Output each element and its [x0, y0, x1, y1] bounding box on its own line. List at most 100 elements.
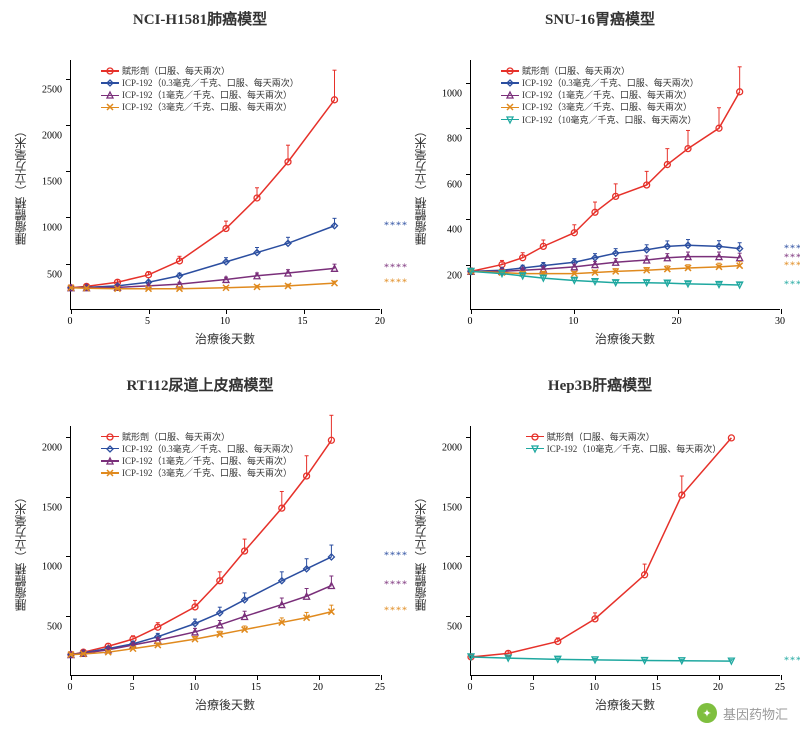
y-axis-label: 腫瘤體積（立方毫米）: [12, 426, 29, 676]
x-tick: 10: [189, 682, 199, 693]
series-line-vehicle: [471, 437, 731, 656]
watermark-text: 基因药物汇: [723, 704, 788, 723]
y-tick: 500: [32, 269, 62, 280]
x-tick: 10: [589, 682, 599, 693]
x-tick: 25: [375, 682, 385, 693]
figure-grid: NCI-H1581肺癌模型051015205001000150020002500…: [0, 0, 800, 731]
legend-label: ICP-192（1毫克／千克、口服、每天兩次）: [122, 89, 292, 101]
legend-label: 賦形劑（口服、每天兩次）: [122, 65, 230, 77]
legend-item-icp_10: ICP-192（10毫克／千克、口服、每天兩次）: [526, 443, 722, 455]
legend-label: ICP-192（1毫克／千克、口服、每天兩次）: [522, 89, 692, 101]
y-tick: 500: [432, 621, 462, 632]
y-axis-label: 腫瘤體積（立方毫米）: [412, 426, 429, 676]
chart-title: Hep3B肝癌模型: [400, 374, 800, 395]
x-tick: 0: [468, 682, 473, 693]
significance-icp_10: ****: [784, 655, 800, 666]
x-tick: 20: [375, 316, 385, 327]
x-tick: 20: [672, 316, 682, 327]
legend-item-icp_03: ICP-192（0.3毫克／千克、口服、每天兩次）: [501, 77, 699, 89]
x-tick: 15: [651, 682, 661, 693]
legend-item-vehicle: 賦形劑（口服、每天兩次）: [101, 65, 299, 77]
x-tick: 5: [145, 316, 150, 327]
x-tick: 0: [68, 316, 73, 327]
y-tick: 800: [432, 134, 462, 145]
significance-icp_3: ****: [784, 260, 800, 271]
legend: 賦形劑（口服、每天兩次）ICP-192（10毫克／千克、口服、每天兩次）: [526, 431, 722, 455]
panel-hep3b: Hep3B肝癌模型 0 5 10 15 20 25 500 1000 1500 2000腫瘤體積（立…: [400, 366, 800, 731]
x-axis-label: 治療後天數: [70, 330, 380, 347]
panel-nci-h1581: NCI-H1581肺癌模型051015205001000150020002500…: [0, 0, 400, 366]
y-tick: 1500: [32, 502, 62, 513]
x-tick: 10: [568, 316, 578, 327]
chart-title: RT112尿道上皮癌模型: [0, 374, 400, 395]
legend-item-icp_3: ICP-192（3毫克／千克、口服、每天兩次）: [101, 101, 299, 113]
legend: 賦形劑（口服、每天兩次）ICP-192（0.3毫克／千克、口服、每天兩次）ICP…: [101, 431, 299, 480]
legend-label: ICP-192（10毫克／千克、口服、每天兩次）: [522, 114, 697, 126]
legend-label: ICP-192（3毫克／千克、口服、每天兩次）: [122, 467, 292, 479]
legend-label: 賦形劑（口服、每天兩次）: [522, 65, 630, 77]
y-tick: 600: [432, 179, 462, 190]
legend-label: ICP-192（0.3毫克／千克、口服、每天兩次）: [122, 77, 299, 89]
x-tick: 30: [775, 316, 785, 327]
series-line-icp_03: [71, 226, 335, 288]
significance-icp_10: ****: [784, 280, 800, 291]
legend: 賦形劑（口服、每天兩次）ICP-192（0.3毫克／千克、口服、每天兩次）ICP…: [101, 65, 299, 114]
series-line-vehicle: [71, 100, 335, 288]
legend-item-vehicle: 賦形劑（口服、每天兩次）: [501, 65, 699, 77]
x-tick: 10: [220, 316, 230, 327]
y-tick: 2500: [32, 84, 62, 95]
y-axis-label: 腫瘤體積（立方毫米）: [412, 60, 429, 310]
y-tick: 2000: [32, 443, 62, 454]
chart-title: SNU-16胃癌模型: [400, 8, 800, 29]
legend-label: ICP-192（10毫克／千克、口服、每天兩次）: [547, 443, 722, 455]
x-tick: 20: [313, 682, 323, 693]
legend-item-icp_03: ICP-192（0.3毫克／千克、口服、每天兩次）: [101, 443, 299, 455]
legend-label: ICP-192（1毫克／千克、口服、每天兩次）: [122, 455, 292, 467]
x-axis-label: 治療後天數: [470, 330, 780, 347]
series-line-icp_03: [71, 556, 331, 654]
x-tick: 5: [530, 682, 535, 693]
chart-svg: [471, 426, 781, 676]
x-axis-label: 治療後天數: [70, 696, 380, 713]
legend-label: 賦形劑（口服、每天兩次）: [547, 431, 655, 443]
legend-label: ICP-192（3毫克／千克、口服、每天兩次）: [522, 101, 692, 113]
x-tick: 25: [775, 682, 785, 693]
legend-item-icp_1: ICP-192（1毫克／千克、口服、每天兩次）: [501, 89, 699, 101]
legend-label: ICP-192（0.3毫克／千克、口服、每天兩次）: [122, 443, 299, 455]
legend-label: ICP-192（0.3毫克／千克、口服、每天兩次）: [522, 77, 699, 89]
y-tick: 1000: [432, 562, 462, 573]
chart-title: NCI-H1581肺癌模型: [0, 8, 400, 29]
legend-item-icp_10: ICP-192（10毫克／千克、口服、每天兩次）: [501, 114, 699, 126]
x-tick: 0: [468, 316, 473, 327]
panel-rt112: RT112尿道上皮癌模型 0 5 10 15 20 25 500 1000 1500 2000腫瘤體…: [0, 366, 400, 731]
wechat-icon: ✦: [697, 703, 717, 723]
y-tick: 1000: [32, 223, 62, 234]
y-tick: 500: [32, 621, 62, 632]
legend-label: ICP-192（3毫克／千克、口服、每天兩次）: [122, 101, 292, 113]
y-tick: 1500: [432, 502, 462, 513]
x-tick: 15: [298, 316, 308, 327]
y-tick: 2000: [32, 130, 62, 141]
panel-snu-16: SNU-16胃癌模型 0 10 20 30 200 400 600 800 1000腫瘤體積（立方…: [400, 0, 800, 366]
y-tick: 1000: [32, 562, 62, 573]
legend-item-icp_3: ICP-192（3毫克／千克、口服、每天兩次）: [101, 467, 299, 479]
legend-label: 賦形劑（口服、每天兩次）: [122, 431, 230, 443]
legend-item-icp_1: ICP-192（1毫克／千克、口服、每天兩次）: [101, 89, 299, 101]
legend-item-icp_3: ICP-192（3毫克／千克、口服、每天兩次）: [501, 101, 699, 113]
plot-area: [470, 426, 780, 676]
y-tick: 2000: [432, 443, 462, 454]
x-tick: 0: [68, 682, 73, 693]
x-tick: 5: [130, 682, 135, 693]
y-tick: 400: [432, 225, 462, 236]
y-axis-label: 腫瘤體積（立方毫米）: [12, 60, 29, 310]
legend-item-icp_1: ICP-192（1毫克／千克、口服、每天兩次）: [101, 455, 299, 467]
legend-item-vehicle: 賦形劑（口服、每天兩次）: [526, 431, 722, 443]
x-tick: 15: [251, 682, 261, 693]
legend-item-icp_03: ICP-192（0.3毫克／千克、口服、每天兩次）: [101, 77, 299, 89]
legend: 賦形劑（口服、每天兩次）ICP-192（0.3毫克／千克、口服、每天兩次）ICP…: [501, 65, 699, 126]
x-tick: 20: [713, 682, 723, 693]
legend-item-vehicle: 賦形劑（口服、每天兩次）: [101, 431, 299, 443]
watermark: ✦ 基因药物汇: [697, 703, 788, 723]
y-tick: 200: [432, 270, 462, 281]
y-tick: 1000: [432, 88, 462, 99]
